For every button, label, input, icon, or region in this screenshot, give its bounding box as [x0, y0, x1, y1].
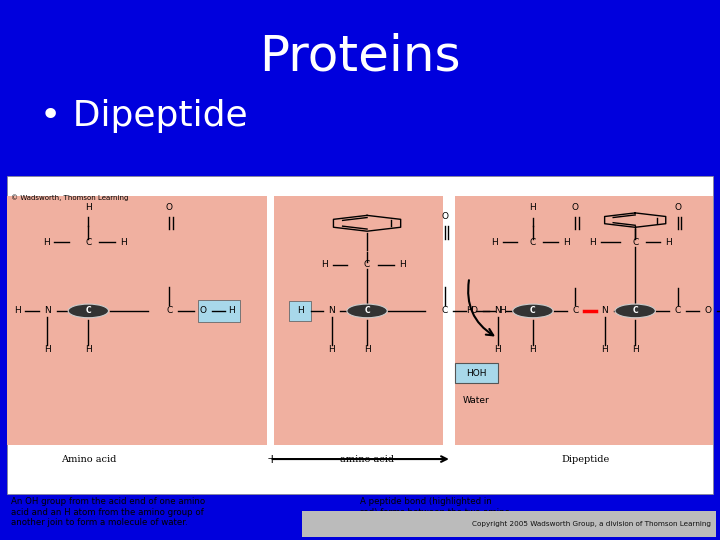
- Ellipse shape: [68, 304, 109, 318]
- Text: C: C: [530, 238, 536, 247]
- Text: +: +: [266, 453, 277, 465]
- Text: H: H: [601, 345, 608, 354]
- Text: • Dipeptide: • Dipeptide: [40, 99, 247, 133]
- Text: C: C: [364, 306, 370, 315]
- Bar: [302, 511, 716, 537]
- Text: H: H: [120, 238, 127, 247]
- Text: H: H: [399, 260, 405, 269]
- Text: C: C: [530, 306, 536, 315]
- Text: H: H: [328, 345, 335, 354]
- Text: O: O: [166, 203, 173, 212]
- Text: H: H: [14, 306, 21, 315]
- Text: C: C: [364, 260, 370, 269]
- Bar: [7, 196, 267, 445]
- Text: Copyright 2005 Wadsworth Group, a division of Thomson Learning: Copyright 2005 Wadsworth Group, a divisi…: [472, 521, 711, 528]
- Text: H: H: [228, 306, 235, 315]
- Text: H: H: [321, 260, 328, 269]
- Text: O: O: [471, 306, 478, 315]
- Text: H: H: [562, 238, 570, 247]
- Text: N: N: [328, 306, 335, 315]
- Text: C: C: [572, 306, 578, 315]
- Bar: [455, 363, 498, 382]
- Bar: [289, 301, 310, 321]
- Bar: [7, 176, 713, 494]
- Text: O: O: [704, 306, 711, 315]
- Text: HOH: HOH: [466, 368, 487, 377]
- Text: H: H: [665, 238, 672, 247]
- Text: C: C: [632, 306, 638, 315]
- Text: N: N: [601, 306, 608, 315]
- Ellipse shape: [615, 304, 655, 318]
- Text: H: H: [590, 238, 596, 247]
- Text: C: C: [632, 238, 639, 247]
- Ellipse shape: [513, 304, 553, 318]
- Text: Amino acid: Amino acid: [60, 455, 116, 463]
- Text: H: H: [297, 306, 303, 315]
- Text: H: H: [42, 238, 50, 247]
- Text: A peptide bond (highlighted in
red) forms between the two amino
acids, creating : A peptide bond (highlighted in red) form…: [360, 497, 510, 527]
- Text: H: H: [499, 306, 506, 315]
- Text: C: C: [675, 306, 680, 315]
- Text: H: H: [494, 345, 501, 354]
- Text: C: C: [85, 238, 91, 247]
- Text: H: H: [632, 345, 639, 354]
- Text: H: H: [85, 345, 91, 354]
- Text: amino acid: amino acid: [340, 455, 394, 463]
- Bar: [274, 196, 444, 445]
- Text: N: N: [44, 306, 51, 315]
- Text: Dipeptide: Dipeptide: [562, 455, 610, 463]
- Text: H: H: [44, 345, 51, 354]
- Ellipse shape: [347, 304, 387, 318]
- Text: H: H: [364, 345, 370, 354]
- Text: H: H: [466, 306, 473, 315]
- Text: C: C: [86, 306, 91, 315]
- Bar: [455, 196, 713, 445]
- Text: H: H: [85, 203, 91, 212]
- Text: O: O: [199, 306, 206, 315]
- Text: Water: Water: [463, 396, 490, 404]
- Text: Proteins: Proteins: [259, 33, 461, 80]
- Text: C: C: [166, 306, 173, 315]
- FancyArrowPatch shape: [468, 280, 493, 335]
- Text: H: H: [529, 203, 536, 212]
- Text: © Wadsworth, Thomson Learning: © Wadsworth, Thomson Learning: [11, 194, 128, 201]
- Text: H: H: [529, 345, 536, 354]
- Text: N: N: [494, 306, 501, 315]
- Text: O: O: [441, 212, 448, 221]
- Bar: [198, 300, 240, 322]
- Text: An OH group from the acid end of one amino
acid and an H atom from the amino gro: An OH group from the acid end of one ami…: [11, 497, 205, 527]
- Text: O: O: [572, 203, 579, 212]
- Text: H: H: [491, 238, 498, 247]
- Text: C: C: [441, 306, 448, 315]
- Text: O: O: [674, 203, 681, 212]
